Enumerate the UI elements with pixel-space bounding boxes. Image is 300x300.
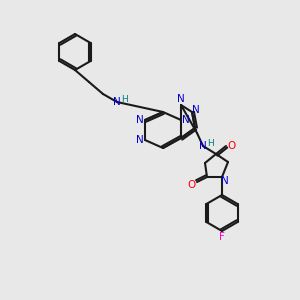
Text: N: N xyxy=(113,97,121,107)
Text: N: N xyxy=(136,135,144,145)
Text: N: N xyxy=(136,115,144,125)
Text: O: O xyxy=(227,141,235,151)
Text: N: N xyxy=(192,105,200,115)
Text: H: H xyxy=(122,94,128,103)
Text: N: N xyxy=(182,115,190,125)
Text: F: F xyxy=(219,232,225,242)
Text: O: O xyxy=(187,180,195,190)
Text: N: N xyxy=(199,141,207,151)
Text: N: N xyxy=(221,176,229,186)
Text: H: H xyxy=(208,139,214,148)
Text: N: N xyxy=(177,94,185,104)
